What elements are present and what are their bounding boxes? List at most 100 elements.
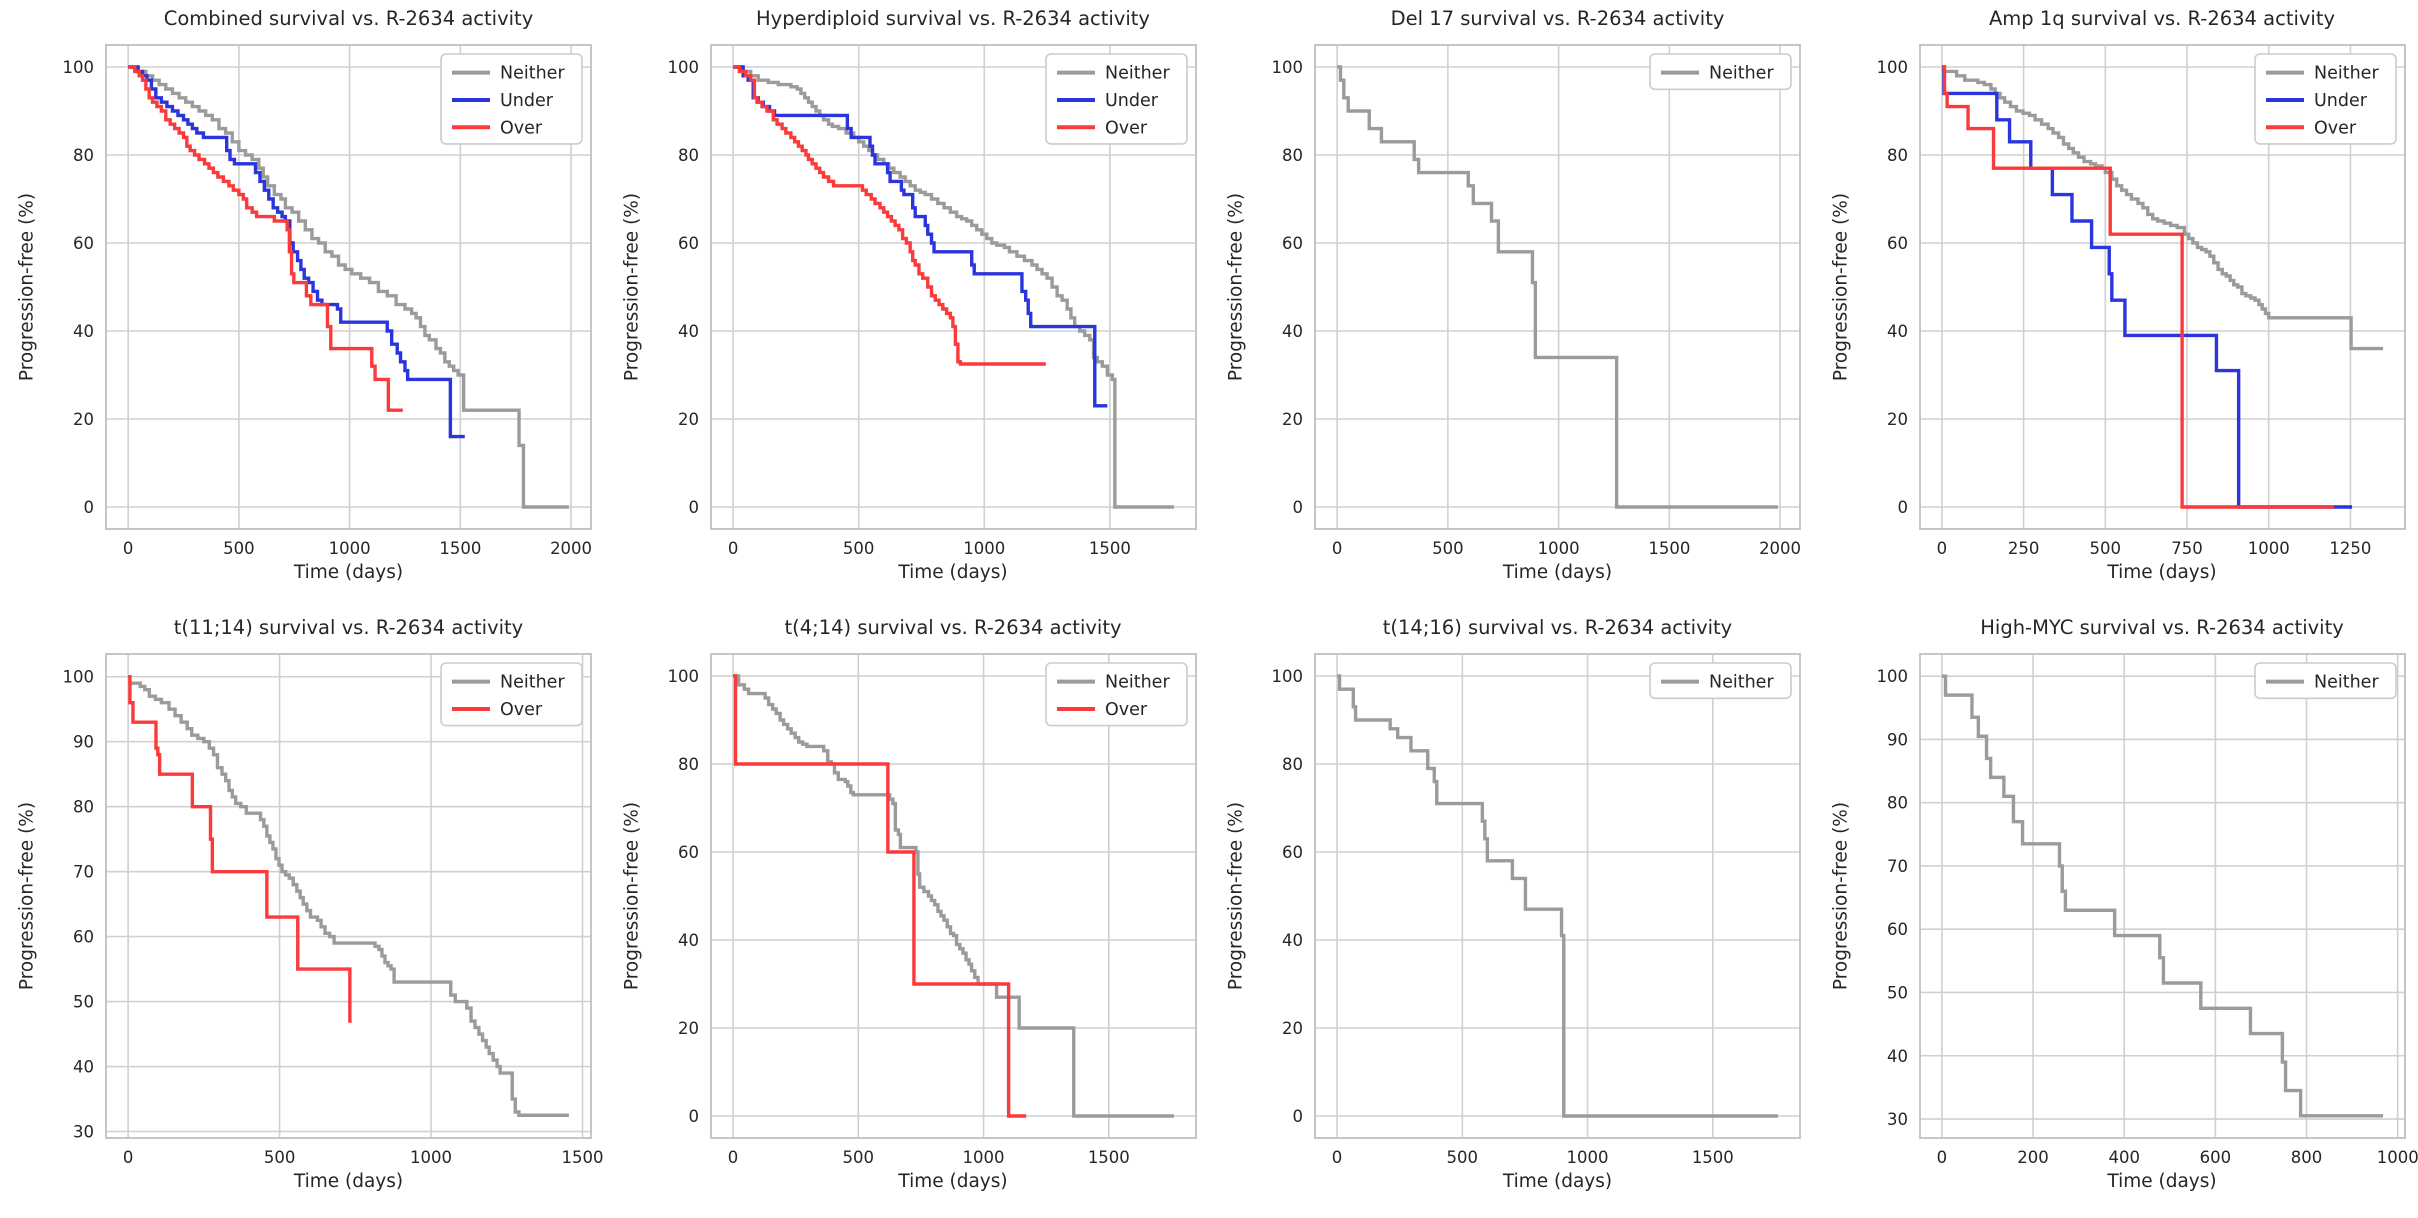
y-tick-label: 30 [1887, 1110, 1908, 1129]
plot-area: 0 500 1000 1500 0 20 40 60 80 100 Neither Under Over [667, 44, 1197, 558]
axes-spines [1918, 653, 2406, 1139]
y-tick-label: 80 [1887, 794, 1908, 813]
legend-label-neither: Neither [1105, 64, 1170, 84]
y-tick-label: 0 [1897, 498, 1908, 517]
y-tick-label: 20 [1282, 1019, 1303, 1038]
series-line-neither [1337, 65, 1778, 509]
x-tick-label: 1500 [439, 539, 481, 558]
y-tick-label: 90 [1887, 730, 1908, 749]
x-tick-label: 1000 [1567, 1148, 1609, 1167]
legend-box [1044, 53, 1188, 145]
axes-spines [1314, 44, 1801, 530]
x-tick-label: 1250 [2329, 539, 2371, 558]
chart-title: t(4;14) survival vs. R-2634 activity [784, 616, 1122, 639]
y-tick-label: 40 [1282, 322, 1303, 341]
subplot-t4-14: 0 500 1000 1500 0 20 40 60 80 100 Neither Over t(4;… [605, 609, 1210, 1218]
gridlines [106, 45, 591, 529]
y-tick-label: 80 [1887, 146, 1908, 165]
series-line-over [732, 674, 1026, 1118]
tick-labels: 0 500 1000 1500 30 40 50 60 70 80 90 100 [63, 668, 604, 1167]
y-tick-label: 60 [1887, 920, 1908, 939]
x-axis-label: Time (days) [293, 1171, 404, 1192]
legend-box [1649, 662, 1792, 700]
x-tick-label: 0 [1332, 539, 1343, 558]
x-tick-label: 2000 [1759, 539, 1801, 558]
y-tick-label: 60 [1887, 234, 1908, 253]
y-tick-label: 100 [1876, 667, 1908, 686]
series-line-neither [1941, 674, 2383, 1118]
y-tick-label: 80 [678, 755, 699, 774]
chart-title: Hyperdiploid survival vs. R-2634 activit… [756, 7, 1150, 30]
y-tick-label: 40 [678, 931, 699, 950]
y-tick-label: 0 [688, 1107, 699, 1126]
y-tick-label: 40 [678, 322, 699, 341]
y-tick-label: 70 [73, 863, 94, 882]
y-tick-label: 60 [678, 843, 699, 862]
subplot-del17: 0 500 1000 1500 2000 0 20 40 60 80 100 Neither Del … [1209, 0, 1814, 609]
subplot-high-myc: 0 200 400 600 800 1000 30 40 50 60 70 80 90 100 Neithe… [1814, 609, 2418, 1218]
gridlines [1919, 654, 2405, 1138]
tick-labels: 0 250 500 750 1000 1250 0 20 40 60 80 100 [1876, 58, 2371, 558]
subplot-t11-14: 0 500 1000 1500 30 40 50 60 70 80 90 100 Neither Over… [0, 609, 605, 1218]
series-line-neither [1941, 69, 2383, 351]
gridlines [1315, 45, 1800, 529]
y-axis-label: Progression-free (%) [621, 801, 642, 991]
x-tick-label: 250 [2007, 539, 2039, 558]
subplot-hyperdiploid: 0 500 1000 1500 0 20 40 60 80 100 Neither Under Over… [605, 0, 1210, 609]
legend-label-neither: Neither [1709, 673, 1774, 693]
x-tick-label: 600 [2199, 1148, 2231, 1167]
y-tick-label: 20 [73, 410, 94, 429]
legend-label-under: Under [500, 91, 554, 111]
subplot-t14-16: 0 500 1000 1500 0 20 40 60 80 100 Neither t(14;16)… [1209, 609, 1814, 1218]
y-axis-label: Progression-free (%) [16, 192, 38, 382]
legend: Neither Over [440, 662, 583, 727]
tick-labels: 0 500 1000 1500 2000 0 20 40 60 80 100 [1272, 58, 1802, 558]
x-axis-label: Time (days) [2107, 1171, 2217, 1192]
x-tick-label: 1500 [1088, 539, 1130, 558]
legend: Neither Under Over [1044, 53, 1188, 145]
x-tick-label: 1500 [562, 1148, 604, 1167]
y-tick-label: 30 [73, 1123, 94, 1142]
x-axis-label: Time (days) [898, 562, 1008, 583]
y-tick-label: 40 [1887, 322, 1908, 341]
legend: Neither [2253, 662, 2397, 700]
x-axis-label: Time (days) [1502, 1171, 1613, 1192]
legend-box [440, 53, 583, 145]
y-axis-label: Progression-free (%) [621, 192, 642, 382]
y-tick-label: 100 [667, 58, 699, 77]
x-tick-label: 1000 [1538, 539, 1580, 558]
legend-label-over: Over [500, 118, 543, 138]
x-tick-label: 1000 [962, 1148, 1004, 1167]
legend-label-neither: Neither [1105, 673, 1170, 693]
y-tick-label: 60 [73, 234, 94, 253]
y-tick-label: 80 [73, 798, 94, 817]
x-tick-label: 1000 [410, 1148, 452, 1167]
x-tick-label: 0 [1936, 1148, 1947, 1167]
y-tick-label: 20 [678, 1019, 699, 1038]
series-line-under [732, 65, 1107, 408]
x-tick-label: 1000 [329, 539, 371, 558]
x-tick-label: 1500 [1648, 539, 1690, 558]
y-tick-label: 40 [73, 322, 94, 341]
y-tick-label: 70 [1887, 857, 1908, 876]
y-tick-label: 20 [1282, 410, 1303, 429]
plot-area: 0 500 1000 1500 0 20 40 60 80 100 Neither Over [667, 653, 1197, 1167]
subplot-combined: 0 500 1000 1500 2000 0 20 40 60 80 100 Neither Under… [0, 0, 605, 609]
legend-label-neither: Neither [2314, 64, 2379, 84]
legend-label-over: Over [2314, 118, 2357, 138]
x-axis-label: Time (days) [2107, 562, 2217, 583]
chart-title: Del 17 survival vs. R-2634 activity [1390, 7, 1725, 30]
plot-area: 0 500 1000 1500 0 20 40 60 80 100 Neither [1272, 653, 1801, 1167]
y-tick-label: 0 [84, 498, 95, 517]
y-tick-label: 60 [678, 234, 699, 253]
legend-label-under: Under [2314, 91, 2368, 111]
gridlines [106, 654, 591, 1138]
y-tick-label: 100 [63, 58, 95, 77]
y-tick-label: 60 [73, 928, 94, 947]
tick-labels: 0 500 1000 1500 2000 0 20 40 60 80 100 [63, 58, 593, 558]
series-line-over [732, 65, 1046, 366]
gridlines [710, 654, 1196, 1138]
tick-labels: 0 200 400 600 800 1000 30 40 50 60 70 80 90 100 [1876, 667, 2418, 1167]
chart-title: Amp 1q survival vs. R-2634 activity [1988, 7, 2336, 30]
